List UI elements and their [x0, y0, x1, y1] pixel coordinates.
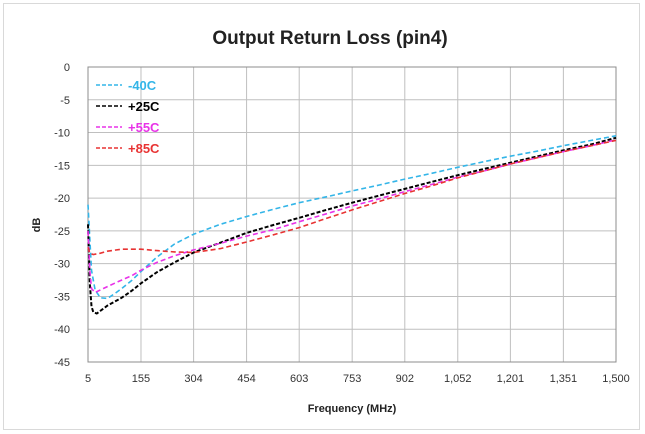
legend: -40C +25C +55C +85C: [96, 78, 160, 156]
y-tick-label: -35: [54, 291, 70, 303]
y-axis-label: dB: [31, 218, 43, 233]
x-tick-label: 454: [237, 373, 255, 385]
x-tick-label: 304: [184, 373, 202, 385]
legend-label: +25C: [128, 99, 160, 114]
x-tick-label: 1,500: [602, 373, 630, 385]
x-tick-label: 1,052: [444, 373, 472, 385]
y-tick-label: -30: [54, 259, 70, 271]
x-tick-label: 1,351: [550, 373, 578, 385]
legend-label: +55C: [128, 120, 160, 135]
x-tick-label: 1,201: [497, 373, 525, 385]
x-axis-label: Frequency (MHz): [308, 403, 397, 415]
y-tick-label: -45: [54, 357, 70, 369]
series-lines: [87, 135, 617, 315]
series-line-55c: [87, 139, 617, 294]
y-tick-label: -20: [54, 193, 70, 205]
x-tick-label: 155: [132, 373, 150, 385]
x-tick-label: 902: [396, 373, 414, 385]
tick-labels: 5 155 304 454 603 753 902 1,052 1,201 1,351 1,500 0…: [54, 62, 630, 385]
series-line-85c: [87, 139, 617, 256]
y-tick-label: -15: [54, 160, 70, 172]
y-tick-label: -10: [54, 128, 70, 140]
x-tick-label: 5: [85, 373, 91, 385]
y-tick-label: -5: [60, 95, 70, 107]
x-tick-label: 753: [343, 373, 361, 385]
series-line-40c: [87, 135, 617, 300]
series-line-25c: [87, 136, 617, 315]
y-tick-label: 0: [64, 62, 70, 74]
x-tick-label: 603: [290, 373, 308, 385]
legend-label: -40C: [128, 78, 157, 93]
y-tick-label: -25: [54, 226, 70, 238]
chart-frame: [3, 3, 640, 430]
grid-lines: [87, 66, 617, 363]
legend-label: +85C: [128, 141, 160, 156]
y-tick-label: -40: [54, 324, 70, 336]
chart-title: Output Return Loss (pin4): [212, 28, 447, 49]
